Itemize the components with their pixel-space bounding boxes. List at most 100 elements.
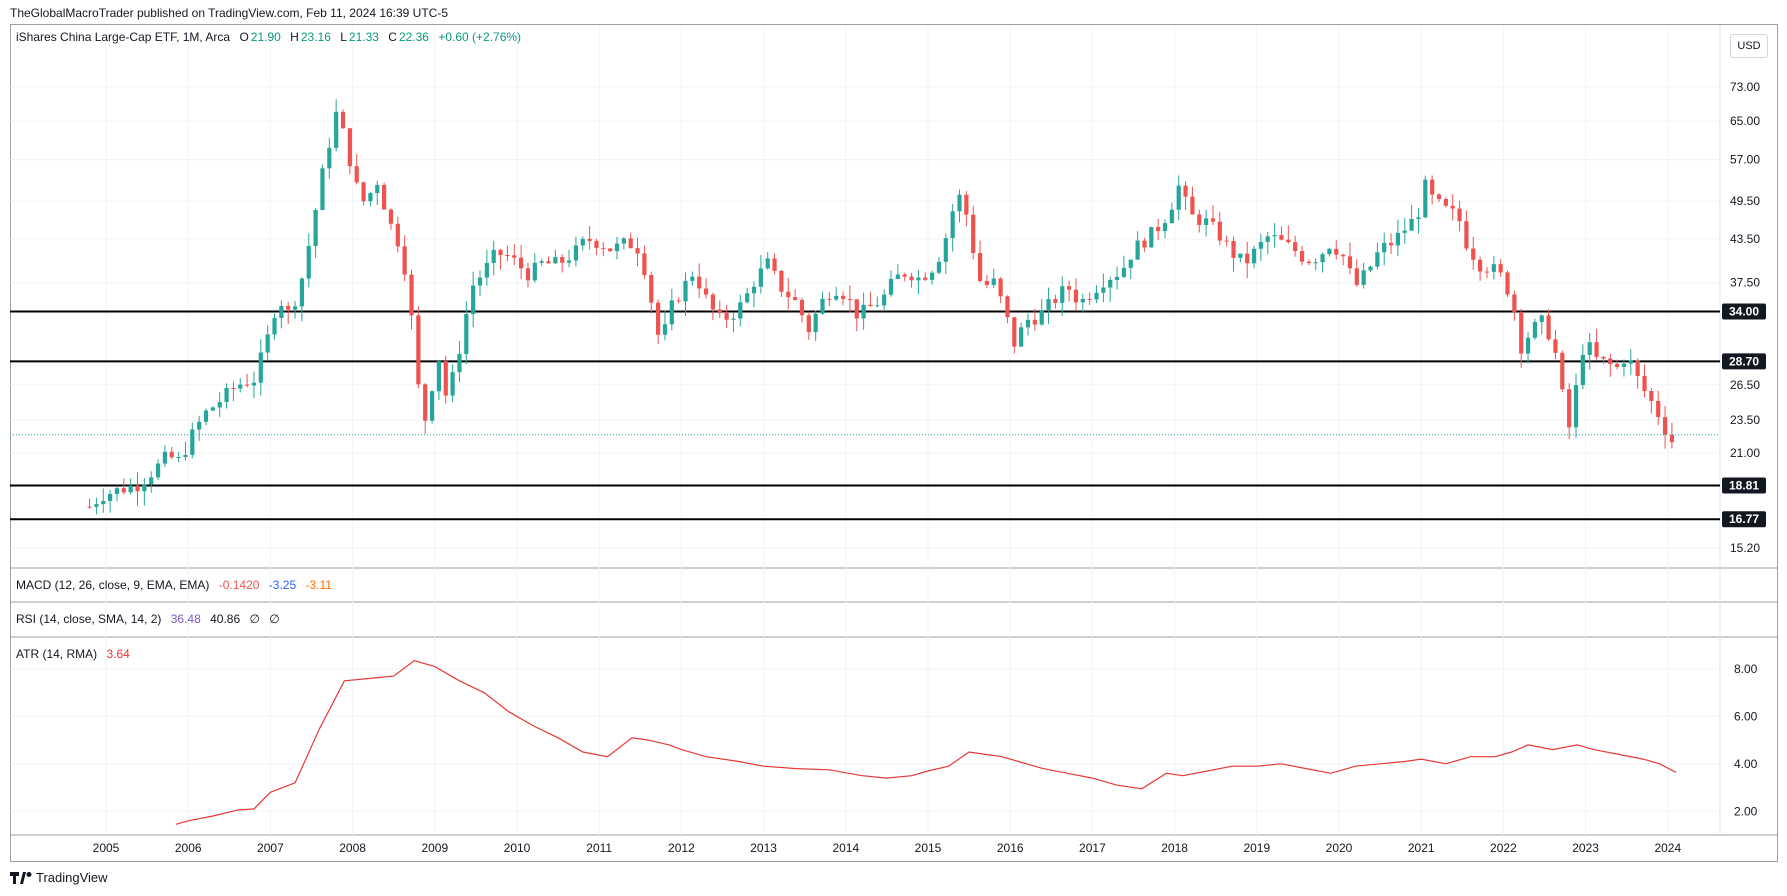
candle-down[interactable] — [998, 278, 1003, 297]
candle-up[interactable] — [1251, 248, 1257, 264]
candle-up[interactable] — [936, 261, 942, 273]
candle-down[interactable] — [868, 304, 873, 307]
candle-up[interactable] — [484, 262, 489, 278]
candle-up[interactable] — [573, 245, 579, 261]
candle-up[interactable] — [251, 382, 257, 386]
candle-down[interactable] — [1197, 214, 1202, 225]
candle-down[interactable] — [642, 253, 647, 276]
candle-up[interactable] — [731, 318, 736, 320]
candle-up[interactable] — [142, 484, 147, 492]
candle-up[interactable] — [1573, 385, 1579, 428]
candle-up[interactable] — [1094, 292, 1099, 300]
candle-down[interactable] — [1567, 389, 1572, 428]
candle-down[interactable] — [1669, 434, 1675, 443]
candle-up[interactable] — [313, 209, 318, 246]
tradingview-brand[interactable]: TradingView — [10, 870, 108, 885]
candle-down[interactable] — [361, 182, 366, 202]
candle-up[interactable] — [108, 493, 113, 502]
candle-down[interactable] — [354, 166, 359, 183]
candle-down[interactable] — [231, 388, 236, 390]
candle-up[interactable] — [471, 285, 476, 315]
candle-down[interactable] — [1293, 242, 1298, 252]
candle-up[interactable] — [1532, 321, 1538, 338]
candle-down[interactable] — [121, 488, 126, 493]
candle-down[interactable] — [1478, 259, 1483, 272]
candle-down[interactable] — [423, 384, 428, 421]
candle-up[interactable] — [183, 454, 188, 458]
candle-down[interactable] — [245, 384, 250, 386]
candle-up[interactable] — [1491, 264, 1496, 272]
candle-down[interactable] — [1649, 391, 1654, 401]
candle-down[interactable] — [635, 248, 640, 254]
candle-up[interactable] — [1402, 230, 1407, 233]
candle-up[interactable] — [834, 295, 839, 300]
candle-down[interactable] — [1601, 356, 1606, 359]
candle-up[interactable] — [1135, 240, 1140, 260]
candle-up[interactable] — [299, 278, 305, 307]
candle-down[interactable] — [703, 288, 709, 295]
candle-down[interactable] — [1053, 299, 1058, 303]
candle-down[interactable] — [1032, 319, 1037, 325]
candle-down[interactable] — [1299, 251, 1305, 262]
candle-up[interactable] — [991, 278, 996, 285]
candle-up[interactable] — [327, 147, 332, 169]
candle-down[interactable] — [1354, 268, 1359, 285]
atr-legend[interactable]: ATR (14, RMA) 3.64 — [16, 647, 136, 661]
candle-up[interactable] — [882, 294, 887, 306]
candle-down[interactable] — [1210, 218, 1216, 222]
candle-up[interactable] — [1046, 299, 1051, 311]
candle-down[interactable] — [1388, 242, 1394, 246]
candle-up[interactable] — [190, 429, 195, 455]
candle-down[interactable] — [1498, 264, 1503, 273]
candle-up[interactable] — [1525, 337, 1531, 354]
candle-down[interactable] — [799, 299, 805, 316]
candle-down[interactable] — [1553, 339, 1558, 353]
candle-down[interactable] — [1484, 271, 1490, 273]
candle-up[interactable] — [580, 238, 585, 246]
candle-down[interactable] — [1662, 417, 1668, 435]
candle-up[interactable] — [1121, 267, 1127, 277]
candle-down[interactable] — [1334, 248, 1339, 255]
candle-down[interactable] — [710, 294, 716, 310]
candle-up[interactable] — [210, 407, 215, 411]
candle-up[interactable] — [197, 421, 202, 430]
candle-up[interactable] — [1628, 360, 1633, 364]
candle-up[interactable] — [238, 384, 243, 389]
candle-up[interactable] — [464, 314, 469, 354]
candle-up[interactable] — [1320, 254, 1325, 263]
candle-up[interactable] — [292, 306, 298, 310]
candle-down[interactable] — [1156, 227, 1161, 232]
candle-down[interactable] — [519, 257, 524, 269]
candle-up[interactable] — [566, 260, 572, 263]
candle-up[interactable] — [457, 353, 462, 373]
candle-up[interactable] — [114, 488, 120, 494]
candle-down[interactable] — [416, 315, 421, 385]
candle-down[interactable] — [847, 299, 853, 301]
candle-down[interactable] — [443, 361, 448, 396]
candle-up[interactable] — [532, 262, 537, 281]
candle-down[interactable] — [1443, 199, 1448, 206]
candle-down[interactable] — [1347, 256, 1353, 269]
candle-up[interactable] — [1313, 262, 1318, 264]
candle-up[interactable] — [943, 238, 948, 262]
candle-up[interactable] — [1060, 286, 1065, 303]
candle-down[interactable] — [1560, 352, 1565, 390]
candle-down[interactable] — [923, 277, 928, 280]
candle-up[interactable] — [669, 300, 674, 325]
candle-up[interactable] — [1019, 327, 1024, 347]
candle-down[interactable] — [854, 299, 859, 319]
candle-down[interactable] — [1615, 363, 1620, 367]
candle-up[interactable] — [320, 168, 325, 210]
candle-up[interactable] — [1423, 179, 1428, 218]
candle-up[interactable] — [1258, 241, 1264, 249]
candle-up[interactable] — [450, 372, 455, 396]
candle-down[interactable] — [525, 268, 531, 281]
candle-up[interactable] — [662, 324, 668, 335]
candle-down[interactable] — [1005, 296, 1010, 318]
candle-up[interactable] — [258, 352, 263, 383]
candle-down[interactable] — [1087, 298, 1092, 300]
candle-down[interactable] — [806, 315, 811, 333]
candle-up[interactable] — [1204, 218, 1209, 225]
candle-down[interactable] — [1183, 185, 1188, 197]
candle-down[interactable] — [1519, 312, 1524, 354]
